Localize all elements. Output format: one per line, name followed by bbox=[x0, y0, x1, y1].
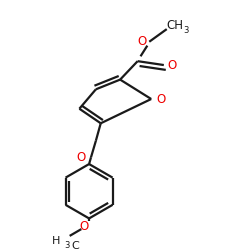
Text: CH: CH bbox=[166, 19, 183, 32]
Text: O: O bbox=[156, 92, 166, 106]
Text: H: H bbox=[52, 236, 60, 246]
Text: 3: 3 bbox=[184, 26, 189, 35]
Text: C: C bbox=[72, 240, 79, 250]
Text: O: O bbox=[77, 151, 86, 164]
Text: 3: 3 bbox=[64, 241, 70, 250]
Text: O: O bbox=[167, 58, 176, 71]
Text: O: O bbox=[80, 220, 89, 233]
Text: O: O bbox=[137, 35, 146, 48]
